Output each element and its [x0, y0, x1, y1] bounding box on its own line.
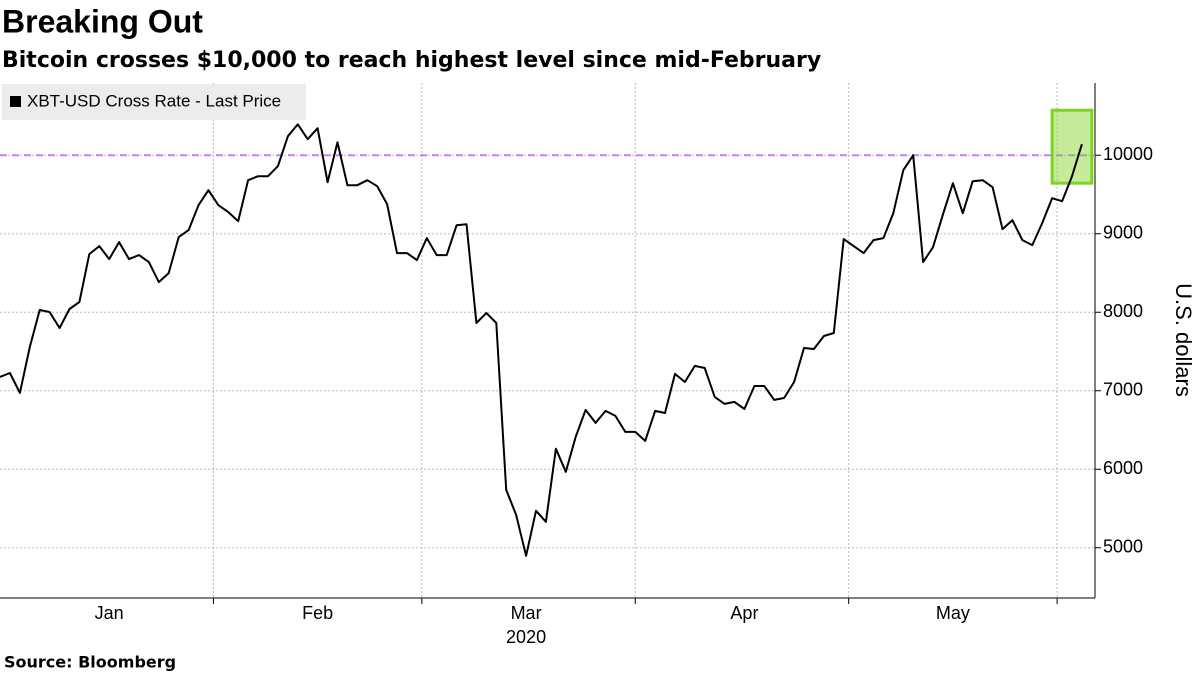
- legend-box: [2, 84, 306, 120]
- y-tick-label: 8000: [1103, 301, 1143, 321]
- y-tick-label: 6000: [1103, 458, 1143, 478]
- source: Source: Bloomberg: [4, 653, 176, 672]
- legend-label: XBT-USD Cross Rate - Last Price: [27, 91, 281, 110]
- highlight-box: [1050, 108, 1094, 185]
- chart-subtitle: Bitcoin crosses $10,000 to reach highest…: [2, 48, 821, 73]
- chart-title: Breaking Out: [2, 3, 203, 39]
- y-axis-label: U.S. dollars: [1171, 283, 1196, 397]
- y-tick-label: 10000: [1103, 144, 1153, 164]
- y-tick-label: 5000: [1103, 537, 1143, 557]
- x-tick-label: May: [936, 603, 970, 623]
- x-tick-label: Mar: [511, 603, 542, 623]
- y-tick-label: 7000: [1103, 379, 1143, 399]
- x-tick-label: Jan: [95, 603, 124, 623]
- price-line: [0, 123, 1083, 557]
- x-tick-label: Feb: [302, 603, 333, 623]
- y-tick-label: 9000: [1103, 222, 1143, 242]
- legend-swatch: [10, 96, 21, 107]
- x-tick-label: Apr: [730, 603, 758, 623]
- x-axis-label: 2020: [506, 627, 546, 647]
